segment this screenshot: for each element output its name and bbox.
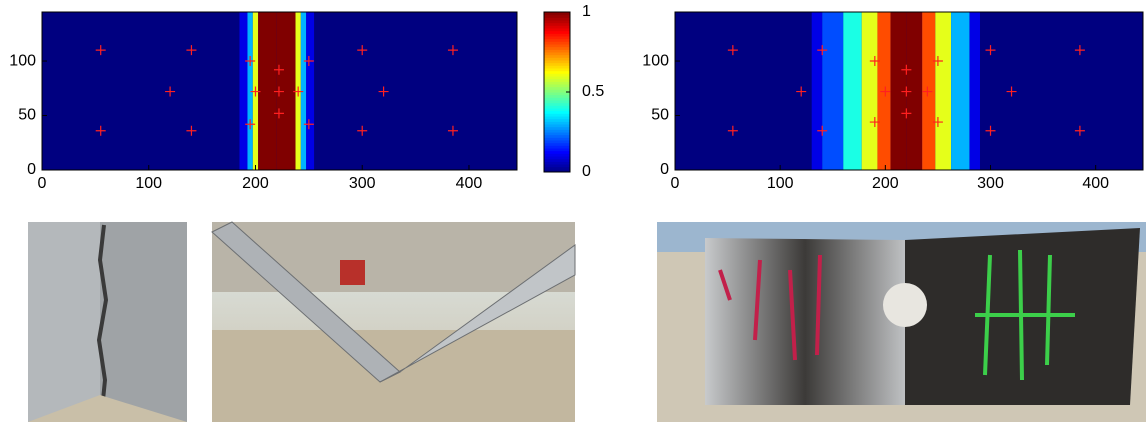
y-tick-label: 0 [27, 161, 36, 178]
colorbar-tick-label: 1 [582, 3, 591, 20]
damage-band [969, 12, 980, 170]
damage-band [306, 12, 314, 170]
damage-band [822, 12, 843, 170]
x-tick-label: 100 [135, 175, 162, 192]
colorbar-tick-label: 0 [582, 163, 591, 180]
figure: 0 100 200 300 400 0 50 100 0 0.5 1 0 100 200 300 400 0 50… [0, 0, 1148, 423]
x-tick-label: 300 [349, 175, 376, 192]
y-tick-label: 100 [9, 52, 36, 69]
x-tick-label: 0 [38, 175, 47, 192]
damage-band [234, 12, 239, 170]
photo-beam [212, 222, 575, 422]
x-tick-label: 200 [872, 175, 899, 192]
damage-band [862, 12, 878, 170]
x-tick-label: 100 [767, 175, 794, 192]
x-tick-label: 400 [1082, 175, 1109, 192]
y-tick-label: 50 [651, 107, 669, 124]
damage-band [239, 12, 247, 170]
y-tick-label: 0 [660, 161, 669, 178]
x-tick-label: 300 [977, 175, 1004, 192]
colorbar-tick-label: 0.5 [582, 83, 604, 100]
damage-band [314, 12, 319, 170]
x-tick-label: 400 [456, 175, 483, 192]
damage-band [951, 12, 969, 170]
photo-crack [28, 222, 187, 422]
photo-wall [657, 222, 1146, 422]
y-tick-label: 100 [642, 52, 669, 69]
x-tick-label: 0 [671, 175, 680, 192]
x-tick-label: 200 [242, 175, 269, 192]
y-tick-label: 50 [18, 107, 36, 124]
damage-band [935, 12, 951, 170]
damage-band [843, 12, 861, 170]
damage-band [812, 12, 823, 170]
